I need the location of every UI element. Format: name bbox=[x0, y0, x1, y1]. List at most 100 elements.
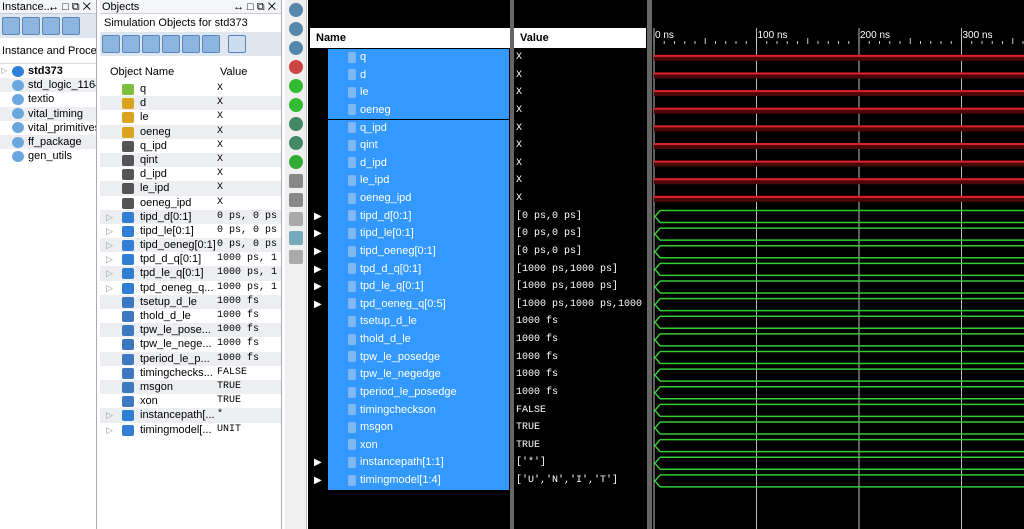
object-row[interactable]: tperiod_le_p... 1000 fs bbox=[100, 351, 281, 366]
splitter[interactable] bbox=[510, 0, 514, 529]
go-start-icon[interactable] bbox=[288, 79, 303, 93]
object-row[interactable]: ▷ instancepath[... * bbox=[100, 408, 281, 423]
next-transition-icon[interactable] bbox=[288, 136, 303, 150]
expand-icon[interactable]: ▶ bbox=[314, 245, 322, 257]
object-row[interactable]: timingchecks... FALSE bbox=[100, 366, 281, 380]
object-row[interactable]: ▷ timingmodel[... UNIT bbox=[100, 423, 281, 437]
object-row[interactable]: tpw_le_nege... 1000 fs bbox=[100, 337, 281, 351]
swap-cursors-icon[interactable] bbox=[288, 212, 303, 226]
filter-button[interactable] bbox=[122, 35, 140, 53]
filter-button[interactable] bbox=[142, 35, 160, 53]
wave-row[interactable]: q bbox=[308, 49, 509, 67]
pane-controls[interactable]: ↔□⧉✕ bbox=[233, 1, 279, 13]
wave-row[interactable]: ▶ tpd_oeneg_q[0:5] bbox=[308, 295, 509, 314]
wave-row[interactable]: ▶ tipd_le[0:1] bbox=[308, 225, 509, 243]
wave-row[interactable]: tperiod_le_posedge bbox=[308, 383, 509, 402]
object-row[interactable]: thold_d_le 1000 fs bbox=[100, 309, 281, 323]
next-marker-icon[interactable] bbox=[288, 193, 303, 207]
wave-row[interactable]: ▶ tipd_oeneg[0:1] bbox=[308, 242, 509, 261]
toolbar-button[interactable] bbox=[22, 17, 40, 35]
prev-transition-icon[interactable] bbox=[288, 117, 303, 131]
expand-icon[interactable]: ▶ bbox=[314, 475, 322, 487]
object-row[interactable]: le_ipd X bbox=[100, 181, 281, 196]
object-row[interactable]: q_ipd X bbox=[100, 139, 281, 153]
wave-row[interactable]: d_ipd bbox=[308, 154, 509, 173]
zoom-in-icon[interactable] bbox=[288, 3, 303, 17]
add-marker-icon[interactable] bbox=[288, 155, 303, 169]
zoom-fit-icon[interactable] bbox=[288, 41, 303, 55]
expand-icon[interactable]: ▷ bbox=[106, 225, 113, 236]
filter-button[interactable] bbox=[182, 35, 200, 53]
object-row[interactable]: qint X bbox=[100, 152, 281, 168]
prev-marker-icon[interactable] bbox=[288, 174, 303, 188]
expand-icon[interactable]: ▷ bbox=[106, 211, 113, 222]
splitter[interactable] bbox=[647, 0, 652, 529]
expand-icon[interactable]: ▶ bbox=[314, 281, 322, 293]
instance-item[interactable]: std_logic_1164 bbox=[0, 78, 96, 93]
waveform-canvas[interactable]: 0 ns 100 ns 200 ns 300 ns bbox=[652, 28, 1024, 529]
wave-row[interactable]: tsetup_d_le bbox=[308, 313, 509, 332]
zoom-out-icon[interactable] bbox=[288, 22, 303, 36]
wave-row[interactable]: le_ipd bbox=[308, 172, 509, 190]
object-row[interactable]: oeneg X bbox=[100, 124, 281, 139]
expand-icon[interactable]: ▷ bbox=[106, 410, 113, 421]
object-row[interactable]: ▷ tipd_oeneg[0:1] 0 ps, 0 ps bbox=[100, 238, 281, 253]
object-row[interactable]: ▷ tipd_le[0:1] 0 ps, 0 ps bbox=[100, 224, 281, 238]
go-end-icon[interactable] bbox=[288, 98, 303, 112]
wave-row[interactable]: tpw_le_negedge bbox=[308, 366, 509, 384]
object-row[interactable]: tpw_le_pose... 1000 fs bbox=[100, 323, 281, 338]
toolbar-button[interactable] bbox=[42, 17, 60, 35]
expand-icon[interactable]: ▶ bbox=[314, 457, 322, 469]
object-row[interactable]: d_ipd X bbox=[100, 167, 281, 181]
expand-icon[interactable]: ▷ bbox=[106, 268, 113, 279]
object-row[interactable]: xon TRUE bbox=[100, 394, 281, 408]
wave-row[interactable]: msgon bbox=[308, 419, 509, 437]
zoom-cursor-icon[interactable] bbox=[288, 60, 303, 74]
instance-item[interactable]: textio bbox=[0, 92, 96, 106]
wave-row[interactable]: ▶ instancepath[1:1] bbox=[308, 454, 509, 473]
expand-icon[interactable]: ▷ bbox=[106, 240, 113, 251]
object-row[interactable]: ▷ tpd_oeneg_q... 1000 ps, 1 bbox=[100, 281, 281, 295]
wave-row[interactable]: oeneg bbox=[308, 101, 509, 120]
filter-button[interactable] bbox=[102, 35, 120, 53]
instance-item[interactable]: ff_package bbox=[0, 134, 96, 150]
wave-row[interactable]: q_ipd bbox=[308, 119, 509, 138]
instance-item[interactable]: ▷ std373 bbox=[1, 65, 63, 77]
object-row[interactable]: ▷ tpd_d_q[0:1] 1000 ps, 1 bbox=[100, 252, 281, 266]
expand-icon[interactable]: ▶ bbox=[314, 228, 322, 240]
toolbar-button[interactable] bbox=[2, 17, 20, 35]
settings-button[interactable] bbox=[228, 35, 246, 53]
instance-item[interactable]: vital_timing bbox=[0, 106, 96, 121]
toolbar-button[interactable] bbox=[62, 17, 80, 35]
wave-row[interactable]: qint bbox=[308, 137, 509, 155]
filter-button[interactable] bbox=[202, 35, 220, 53]
wave-row[interactable]: ▶ tpd_d_q[0:1] bbox=[308, 260, 509, 279]
expand-icon[interactable]: ▶ bbox=[314, 298, 322, 310]
wave-row[interactable]: ▶ tpd_le_q[0:1] bbox=[308, 278, 509, 296]
instance-item[interactable]: gen_utils bbox=[0, 149, 96, 163]
expand-icon[interactable]: ▷ bbox=[106, 424, 113, 435]
wave-row[interactable]: tpw_le_posedge bbox=[308, 348, 509, 367]
wave-row[interactable]: xon bbox=[308, 436, 509, 455]
expand-icon[interactable]: ▷ bbox=[106, 254, 113, 265]
object-row[interactable]: oeneg_ipd X bbox=[100, 196, 281, 210]
object-row[interactable]: ▷ tipd_d[0:1] 0 ps, 0 ps bbox=[100, 209, 281, 224]
expand-icon[interactable]: ▷ bbox=[106, 282, 113, 293]
filter-button[interactable] bbox=[162, 35, 180, 53]
wave-row[interactable]: ▶ tipd_d[0:1] bbox=[308, 207, 509, 226]
object-row[interactable]: tsetup_d_le 1000 fs bbox=[100, 294, 281, 309]
wave-row[interactable]: ▶ timingmodel[1:4] bbox=[308, 472, 509, 490]
wave-row[interactable]: thold_d_le bbox=[308, 331, 509, 349]
wave-row[interactable]: le bbox=[308, 84, 509, 102]
instance-item[interactable]: vital_primitives bbox=[0, 121, 96, 135]
wave-row[interactable]: oeneg_ipd bbox=[308, 190, 509, 208]
object-row[interactable]: msgon TRUE bbox=[100, 379, 281, 395]
pane-controls[interactable]: ↔□⧉✕ bbox=[48, 1, 94, 13]
object-row[interactable]: le X bbox=[100, 110, 281, 124]
object-row[interactable]: ▷ tpd_le_q[0:1] 1000 ps, 1 bbox=[100, 266, 281, 281]
expand-icon[interactable]: ▶ bbox=[314, 263, 322, 275]
float-ruler-icon[interactable] bbox=[288, 250, 303, 264]
wave-row[interactable]: timingcheckson bbox=[308, 401, 509, 420]
